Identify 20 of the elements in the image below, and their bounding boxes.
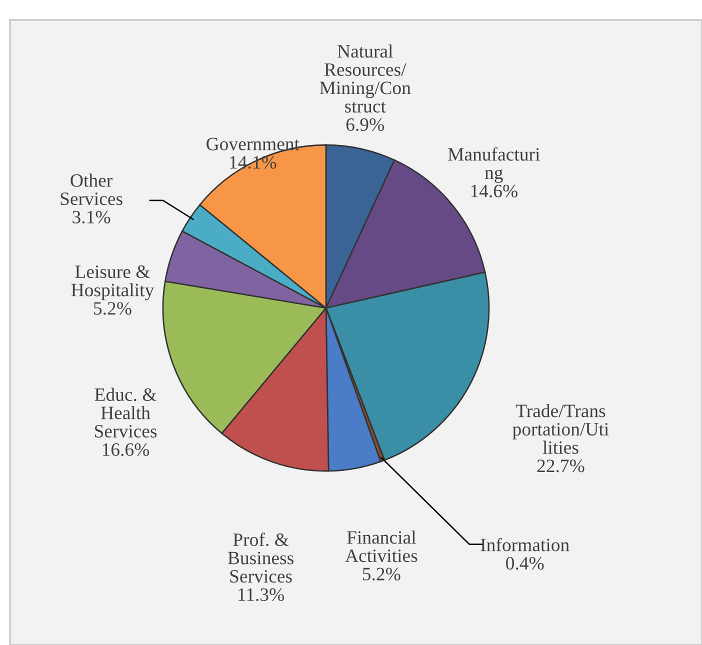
data-label: 5.2% <box>362 568 400 580</box>
slice-label: Educ. & Health Services <box>94 388 157 438</box>
slice-label: Other Services <box>60 174 122 206</box>
slice-label: Natural Resources/ Mining/Con struct <box>320 44 411 113</box>
slice-label: Financial Activities <box>345 530 418 562</box>
data-label: 3.1% <box>72 210 110 224</box>
slice-label: Manufacturi ng <box>448 147 540 183</box>
slice-label: Government <box>206 138 300 150</box>
slice-label: Leisure & Hospitality <box>71 265 154 300</box>
data-label: 0.4% <box>506 556 544 570</box>
data-label: 14.1% <box>230 156 276 169</box>
data-label: 6.9% <box>346 118 384 131</box>
data-label: 22.7% <box>537 460 584 472</box>
slice-label: Trade/Trans portation/Uti lities <box>512 404 609 454</box>
slice-label: Information <box>480 538 570 552</box>
data-label: 14.6% <box>471 184 518 198</box>
data-label: 16.6% <box>102 443 150 456</box>
data-label: 5.2% <box>94 302 132 315</box>
slice-label: Prof. & Business Services <box>228 532 294 583</box>
data-label: 11.3% <box>238 588 284 602</box>
